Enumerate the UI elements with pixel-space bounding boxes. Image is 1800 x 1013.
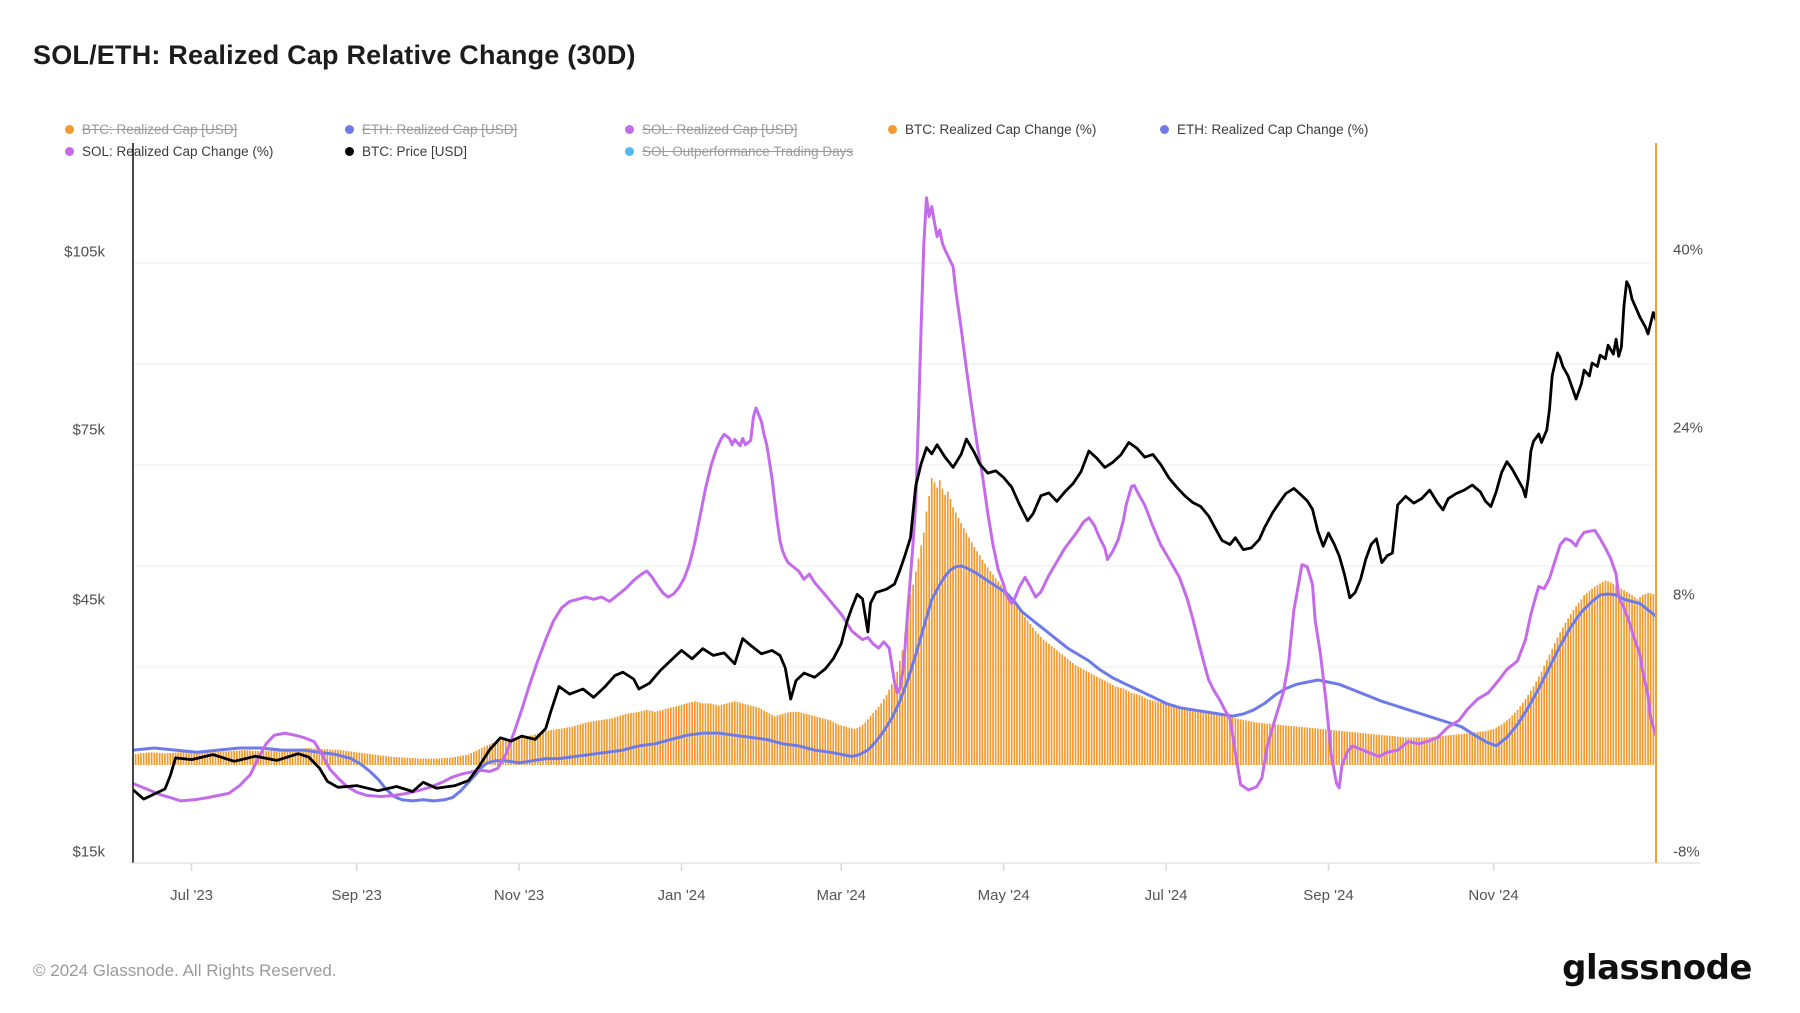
legend-label: ETH: Realized Cap Change (%) [1177, 122, 1369, 137]
legend-item-1[interactable]: ETH: Realized Cap [USD] [345, 122, 517, 137]
legend-item-5[interactable]: SOL: Realized Cap Change (%) [65, 144, 273, 159]
x-axis-tick-Jul-'23: Jul '23 [170, 887, 214, 904]
y-axis-right-tick-24%: 24% [1673, 419, 1704, 437]
glassnode-logo: glassnode [1562, 948, 1752, 988]
legend-label: BTC: Price [USD] [362, 144, 468, 159]
legend-dot [345, 125, 354, 134]
legend-item-6[interactable]: BTC: Price [USD] [345, 144, 467, 159]
x-axis-tick-Jan-'24: Jan '24 [657, 887, 706, 904]
x-axis-tick-Jul-'24: Jul '24 [1144, 887, 1188, 904]
legend-dot [625, 147, 634, 156]
copyright-text: © 2024 Glassnode. All Rights Reserved. [33, 961, 337, 980]
y-axis-left-tick-$105k: $105k [64, 243, 105, 261]
legend-dot [888, 125, 897, 134]
y-axis-right-tick--8%: -8% [1673, 843, 1700, 861]
series-line-eth-realized-cap-change [133, 564, 1656, 803]
chart-legend: BTC: Realized Cap [USD] ETH: Realized Cap… [0, 122, 1800, 170]
x-axis-tick-Mar-'24: Mar '24 [816, 887, 867, 904]
x-axis-tick-Nov-'24: Nov '24 [1468, 887, 1519, 904]
y-axis-left-tick-$15k: $15k [72, 843, 105, 861]
x-axis-tick-May-'24: May '24 [977, 887, 1030, 904]
y-axis-right-tick-8%: 8% [1673, 586, 1695, 604]
y-axis-left-tick-$75k: $75k [72, 421, 105, 439]
gridlines [133, 262, 1656, 668]
legend-dot [1160, 125, 1169, 134]
legend-dot [65, 147, 74, 156]
series-line-sol-realized-cap-change [133, 196, 1656, 803]
y-axis-right-tick-40%: 40% [1673, 241, 1704, 259]
legend-item-7[interactable]: SOL Outperformance Trading Days [625, 144, 853, 159]
y-axis-left-tick-$45k: $45k [72, 591, 105, 609]
series-line-btc-price-usd [133, 280, 1656, 801]
legend-dot [345, 147, 354, 156]
legend-item-4[interactable]: ETH: Realized Cap Change (%) [1160, 122, 1368, 137]
legend-label: SOL: Realized Cap Change (%) [82, 144, 274, 159]
legend-dot [625, 125, 634, 134]
series-bars-btc-realized-cap-change [133, 478, 1656, 766]
legend-label: ETH: Realized Cap [USD] [362, 122, 518, 137]
legend-item-3[interactable]: BTC: Realized Cap Change (%) [888, 122, 1096, 137]
legend-item-0[interactable]: BTC: Realized Cap [USD] [65, 122, 237, 137]
legend-label: SOL Outperformance Trading Days [642, 144, 854, 159]
x-tick-marks [190, 863, 1495, 871]
legend-item-2[interactable]: SOL: Realized Cap [USD] [625, 122, 797, 137]
x-axis-tick-Nov-'23: Nov '23 [493, 887, 545, 904]
legend-label: BTC: Realized Cap Change (%) [905, 122, 1097, 137]
legend-label: BTC: Realized Cap [USD] [82, 122, 238, 137]
page-title: SOL/ETH: Realized Cap Relative Change (3… [33, 40, 636, 70]
x-axis-tick-Sep-'23: Sep '23 [331, 887, 382, 904]
legend-label: SOL: Realized Cap [USD] [642, 122, 798, 137]
legend-dot [65, 125, 74, 134]
x-axis-tick-Sep-'24: Sep '24 [1303, 887, 1354, 904]
